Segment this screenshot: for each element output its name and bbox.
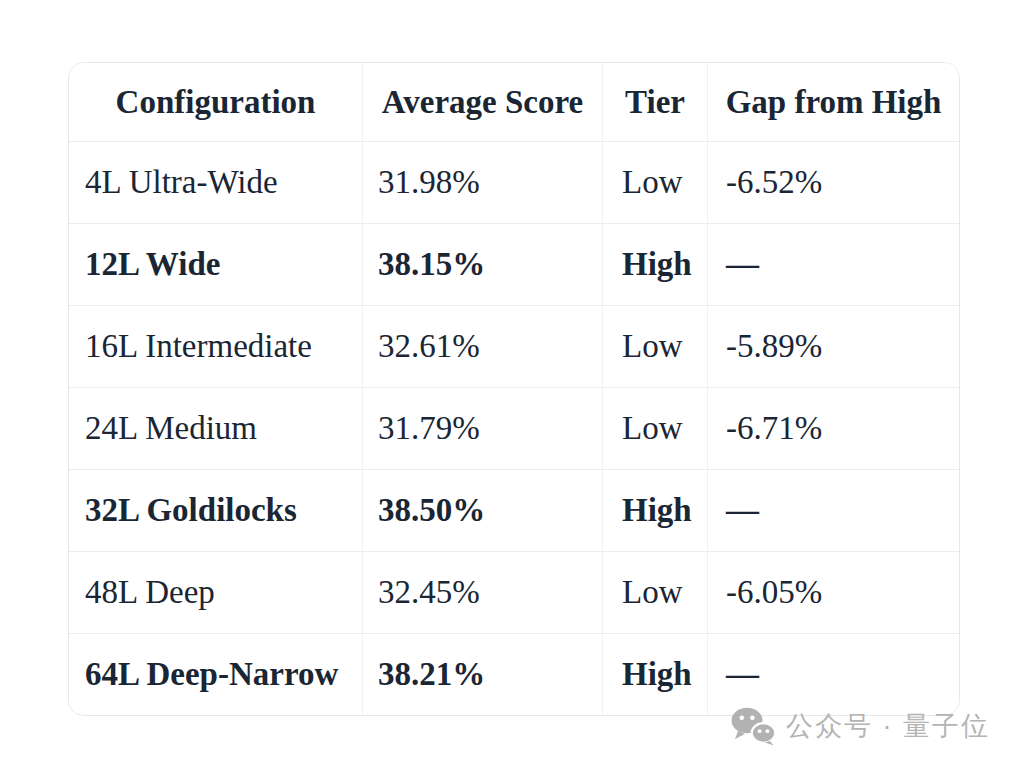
results-table-grid: Configuration Average Score Tier Gap fro… bbox=[69, 63, 959, 715]
watermark-text: 公众号 · 量子位 bbox=[786, 708, 990, 744]
cell-configuration: 12L Wide bbox=[69, 223, 363, 305]
cell-configuration: 32L Goldilocks bbox=[69, 469, 363, 551]
cell-gap-from-high: -6.05% bbox=[708, 551, 959, 633]
cell-gap-from-high: — bbox=[708, 633, 959, 715]
cell-average-score: 38.15% bbox=[363, 223, 603, 305]
column-header-average-score: Average Score bbox=[363, 63, 603, 141]
results-table: Configuration Average Score Tier Gap fro… bbox=[68, 62, 960, 716]
cell-configuration: 64L Deep-Narrow bbox=[69, 633, 363, 715]
cell-tier: High bbox=[603, 469, 708, 551]
watermark: 公众号 · 量子位 bbox=[730, 704, 990, 748]
cell-configuration: 48L Deep bbox=[69, 551, 363, 633]
column-header-gap-from-high: Gap from High bbox=[708, 63, 959, 141]
wechat-icon bbox=[730, 706, 776, 746]
cell-gap-from-high: -6.52% bbox=[708, 141, 959, 223]
cell-average-score: 38.21% bbox=[363, 633, 603, 715]
cell-average-score: 31.79% bbox=[363, 387, 603, 469]
cell-tier: Low bbox=[603, 305, 708, 387]
cell-configuration: 16L Intermediate bbox=[69, 305, 363, 387]
cell-configuration: 4L Ultra-Wide bbox=[69, 141, 363, 223]
cell-average-score: 32.61% bbox=[363, 305, 603, 387]
cell-gap-from-high: -5.89% bbox=[708, 305, 959, 387]
cell-average-score: 32.45% bbox=[363, 551, 603, 633]
cell-tier: High bbox=[603, 223, 708, 305]
cell-average-score: 31.98% bbox=[363, 141, 603, 223]
cell-tier: Low bbox=[603, 551, 708, 633]
column-header-tier: Tier bbox=[603, 63, 708, 141]
cell-tier: High bbox=[603, 633, 708, 715]
cell-average-score: 38.50% bbox=[363, 469, 603, 551]
cell-gap-from-high: -6.71% bbox=[708, 387, 959, 469]
cell-gap-from-high: — bbox=[708, 223, 959, 305]
column-header-configuration: Configuration bbox=[69, 63, 363, 141]
cell-tier: Low bbox=[603, 141, 708, 223]
cell-tier: Low bbox=[603, 387, 708, 469]
cell-configuration: 24L Medium bbox=[69, 387, 363, 469]
cell-gap-from-high: — bbox=[708, 469, 959, 551]
